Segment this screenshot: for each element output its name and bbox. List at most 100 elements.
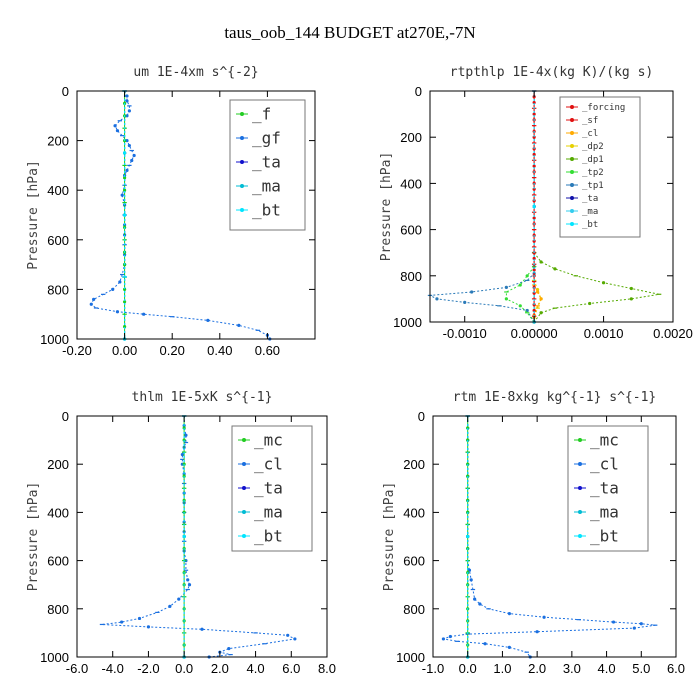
data-point xyxy=(466,534,470,539)
legend-marker xyxy=(242,462,246,466)
legend-entry: _ta xyxy=(254,479,283,498)
data-point xyxy=(200,627,204,631)
y-axis-label: Pressure [hPa] xyxy=(379,152,394,262)
legend-entry: _forcing xyxy=(582,103,625,113)
data-point xyxy=(146,625,151,629)
data-point xyxy=(123,287,127,291)
panel-3: thlm 1E-5xK s^{-1} Pressure [hPa] -6.0 -4.0… xyxy=(26,390,336,676)
series-line xyxy=(533,284,542,316)
data-point xyxy=(125,94,129,98)
y-tick-label: 800 xyxy=(403,602,425,617)
data-point xyxy=(470,290,474,294)
data-point xyxy=(120,193,124,197)
data-point xyxy=(441,637,446,641)
y-tick-label: 400 xyxy=(47,183,69,198)
data-point xyxy=(539,260,543,264)
data-point xyxy=(186,578,190,582)
data-point xyxy=(125,139,129,143)
panel-4: rtm 1E-8xkg kg^{-1} s^{-1} Pressure [hPa]… xyxy=(382,390,685,676)
data-point xyxy=(137,616,142,621)
legend-marker xyxy=(578,438,582,442)
legend: _forcing _sf _cl _dp2 _dp1 _tp2 _tp1 _ta _ma _bt xyxy=(559,96,641,238)
data-point xyxy=(127,143,131,148)
legend-entry: _bt xyxy=(252,201,281,220)
legend-marker xyxy=(242,486,246,490)
legend-entry: _tp1 xyxy=(582,181,604,191)
x-tick-label: 0.40 xyxy=(207,343,232,358)
legend-entry: _mc xyxy=(254,431,283,450)
legend-marker xyxy=(570,196,574,200)
data-point xyxy=(525,274,529,278)
data-point xyxy=(535,630,539,634)
data-point xyxy=(123,325,127,329)
data-point xyxy=(286,633,290,637)
y-tick-label: 200 xyxy=(400,130,422,145)
data-point xyxy=(142,312,146,316)
legend-entry: _mc xyxy=(590,431,619,450)
legend-entry: _cl xyxy=(582,129,598,139)
legend-marker xyxy=(570,183,574,187)
y-axis-label: Pressure [hPa] xyxy=(26,482,41,592)
data-point xyxy=(507,645,511,649)
data-point xyxy=(483,642,487,646)
x-tick-label: -0.0010 xyxy=(443,326,487,341)
data-point xyxy=(180,452,184,457)
data-point xyxy=(539,311,543,315)
y-tick-label: 400 xyxy=(400,176,422,191)
data-point xyxy=(182,534,186,539)
y-tick-label: 600 xyxy=(403,554,425,569)
data-point xyxy=(629,297,633,301)
series-line xyxy=(533,252,660,323)
data-point xyxy=(518,304,522,308)
panel-title: rtpthlp 1E-4x(kg K)/(kg s) xyxy=(450,65,654,80)
data-point xyxy=(127,109,131,113)
figure-title: taus_oob_144 BUDGET at270E,-7N xyxy=(224,23,475,42)
plot-frame xyxy=(432,415,677,658)
y-tick-label: 400 xyxy=(403,505,425,520)
legend-marker xyxy=(240,208,244,212)
data-point xyxy=(130,158,134,163)
data-point xyxy=(123,151,127,155)
legend-entry: _cl xyxy=(590,455,619,474)
data-point xyxy=(237,323,241,327)
legend-marker xyxy=(242,438,246,442)
y-tick-label: 600 xyxy=(47,554,69,569)
data-point xyxy=(177,597,181,601)
legend-entry: _cl xyxy=(254,455,283,474)
data-point xyxy=(553,267,557,271)
panel-1: um 1E-4xm s^{-2} Pressure [hPa] -0.20 0.00 0… xyxy=(26,65,316,358)
data-point xyxy=(187,583,192,587)
legend-entry: _bt xyxy=(582,220,598,230)
x-tick-label: -4.0 xyxy=(102,661,124,676)
y-tick-label: 800 xyxy=(47,282,69,297)
legend-entry: _bt xyxy=(590,527,619,546)
data-point xyxy=(478,602,482,606)
legend-entry: _ma xyxy=(582,207,598,217)
y-tick-label: 1000 xyxy=(396,650,425,665)
legend: _mc _cl _ta _ma _bt xyxy=(567,425,649,552)
data-point xyxy=(118,280,122,284)
series-line xyxy=(505,266,535,323)
x-tick-label: 0.20 xyxy=(160,343,185,358)
data-point xyxy=(132,153,136,158)
series-line xyxy=(428,252,535,323)
data-point xyxy=(206,318,210,322)
data-point xyxy=(227,646,231,651)
y-tick-label: 0 xyxy=(418,409,425,424)
data-point xyxy=(463,300,467,304)
data-point xyxy=(507,612,511,616)
x-tick-label: 1.0 xyxy=(493,661,511,676)
legend-marker xyxy=(242,534,246,538)
legend-marker xyxy=(570,144,574,148)
series-dp1 xyxy=(531,252,662,324)
series-cl xyxy=(99,415,297,659)
legend-marker xyxy=(578,510,582,514)
legend-entry: _dp2 xyxy=(582,142,604,152)
y-tick-label: 800 xyxy=(400,269,422,284)
data-point xyxy=(184,433,188,437)
x-tick-label: 2.0 xyxy=(211,661,229,676)
y-tick-label: 0 xyxy=(62,409,69,424)
x-tick-label: 0.0020 xyxy=(653,326,693,341)
data-point xyxy=(120,620,124,624)
y-tick-label: 200 xyxy=(403,457,425,472)
